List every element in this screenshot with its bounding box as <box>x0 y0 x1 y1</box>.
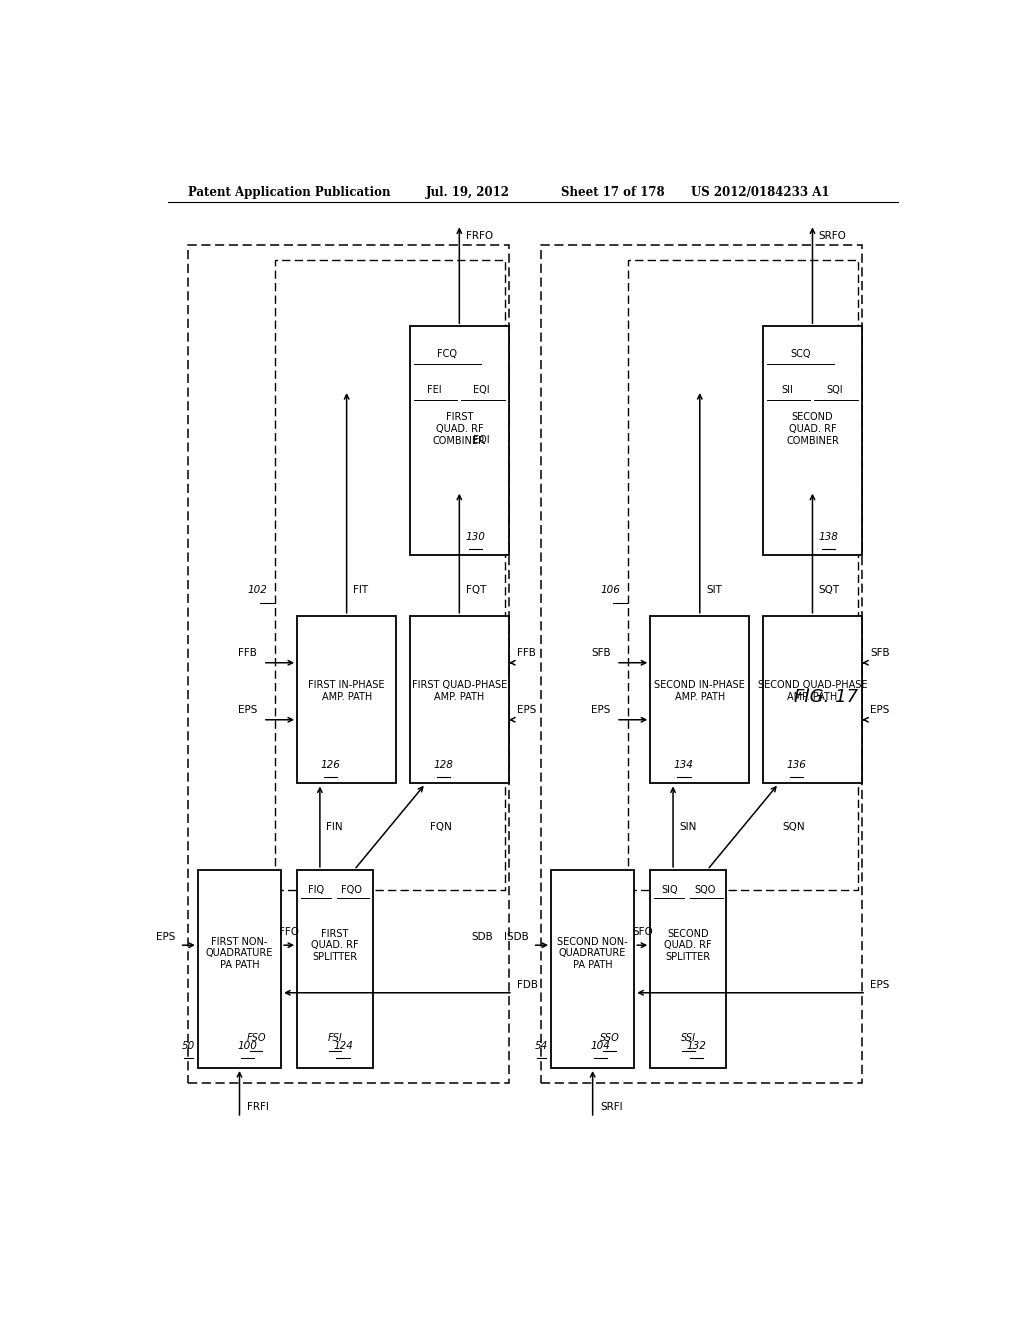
Bar <box>650 615 750 784</box>
Text: 134: 134 <box>674 760 694 770</box>
Text: SECOND
QUAD. RF
COMBINER: SECOND QUAD. RF COMBINER <box>786 412 839 446</box>
Text: SII: SII <box>781 385 794 395</box>
Text: 124: 124 <box>333 1040 353 1051</box>
Bar <box>297 615 396 784</box>
Text: FFO: FFO <box>280 927 299 937</box>
Text: EPS: EPS <box>870 705 890 714</box>
Bar <box>410 615 509 784</box>
Text: EPS: EPS <box>157 932 176 942</box>
Bar <box>297 870 373 1068</box>
Text: SSI: SSI <box>681 1034 695 1043</box>
Text: 100: 100 <box>238 1040 257 1051</box>
Text: SCQ: SCQ <box>791 348 811 359</box>
Text: SIQ: SIQ <box>660 886 678 895</box>
Text: SFO: SFO <box>632 927 652 937</box>
Text: 136: 136 <box>786 760 807 770</box>
Text: SECOND IN-PHASE
AMP. PATH: SECOND IN-PHASE AMP. PATH <box>654 680 745 702</box>
Text: SRFI: SRFI <box>601 1102 624 1111</box>
Bar <box>187 244 509 1084</box>
Text: US 2012/0184233 A1: US 2012/0184233 A1 <box>691 186 830 199</box>
Text: FFB: FFB <box>239 648 257 657</box>
Text: SECOND QUAD-PHASE
AMP. PATH: SECOND QUAD-PHASE AMP. PATH <box>758 680 867 702</box>
Bar <box>650 870 726 1068</box>
Text: 130: 130 <box>465 532 485 541</box>
Bar <box>198 870 282 1068</box>
Text: SIT: SIT <box>707 585 722 595</box>
Text: 138: 138 <box>818 532 839 541</box>
Text: 106: 106 <box>600 585 620 595</box>
Text: SFB: SFB <box>870 648 890 657</box>
Text: ISDB: ISDB <box>504 932 528 942</box>
Bar <box>274 260 505 890</box>
Text: SQN: SQN <box>782 821 805 832</box>
Text: EPS: EPS <box>591 705 610 714</box>
Text: FFB: FFB <box>517 648 536 657</box>
Text: 50: 50 <box>181 1040 195 1051</box>
Text: FRFO: FRFO <box>466 231 493 240</box>
Text: SQI: SQI <box>826 385 843 395</box>
Text: FEI: FEI <box>427 385 441 395</box>
Text: FRFI: FRFI <box>248 1102 269 1111</box>
Bar <box>410 326 509 554</box>
Text: FSO: FSO <box>247 1034 266 1043</box>
Text: FIRST IN-PHASE
AMP. PATH: FIRST IN-PHASE AMP. PATH <box>308 680 385 702</box>
Text: Sheet 17 of 178: Sheet 17 of 178 <box>560 186 665 199</box>
Text: FIRST
QUAD. RF
SPLITTER: FIRST QUAD. RF SPLITTER <box>311 928 359 962</box>
Bar <box>551 870 634 1068</box>
Text: FIN: FIN <box>327 821 343 832</box>
Text: 126: 126 <box>321 760 341 770</box>
Text: SRFO: SRFO <box>819 231 847 240</box>
Text: SFB: SFB <box>591 648 610 657</box>
Text: FQN: FQN <box>430 821 452 832</box>
Text: SSO: SSO <box>599 1034 620 1043</box>
Text: FIRST
QUAD. RF
COMBINER: FIRST QUAD. RF COMBINER <box>433 412 485 446</box>
Text: FIT: FIT <box>353 585 368 595</box>
Text: SDB: SDB <box>471 932 494 942</box>
Text: 104: 104 <box>591 1040 610 1051</box>
Bar <box>628 260 858 890</box>
Text: FCQ: FCQ <box>437 348 458 359</box>
Text: FQT: FQT <box>466 585 486 595</box>
Text: 132: 132 <box>686 1040 707 1051</box>
Text: FDB: FDB <box>517 979 538 990</box>
Text: EQI: EQI <box>473 385 489 395</box>
Text: SECOND NON-
QUADRATURE
PA PATH: SECOND NON- QUADRATURE PA PATH <box>557 936 628 970</box>
Text: EQI: EQI <box>473 436 489 445</box>
Text: Patent Application Publication: Patent Application Publication <box>187 186 390 199</box>
Text: FSI: FSI <box>328 1034 342 1043</box>
Text: FIRST NON-
QUADRATURE
PA PATH: FIRST NON- QUADRATURE PA PATH <box>206 936 273 970</box>
Text: 128: 128 <box>433 760 454 770</box>
Text: SQO: SQO <box>694 886 716 895</box>
Bar <box>763 326 862 554</box>
Text: EPS: EPS <box>238 705 257 714</box>
Text: FIG. 17: FIG. 17 <box>795 688 858 706</box>
Text: FIQ: FIQ <box>308 886 325 895</box>
Text: 54: 54 <box>535 1040 548 1051</box>
Text: EPS: EPS <box>870 979 890 990</box>
Text: FIRST QUAD-PHASE
AMP. PATH: FIRST QUAD-PHASE AMP. PATH <box>412 680 507 702</box>
Bar <box>763 615 862 784</box>
Text: SIN: SIN <box>679 821 696 832</box>
Text: SQT: SQT <box>819 585 840 595</box>
Text: EPS: EPS <box>517 705 537 714</box>
Bar <box>541 244 862 1084</box>
Text: Jul. 19, 2012: Jul. 19, 2012 <box>426 186 510 199</box>
Text: 102: 102 <box>247 585 267 595</box>
Text: SECOND
QUAD. RF
SPLITTER: SECOND QUAD. RF SPLITTER <box>665 928 712 962</box>
Text: FQO: FQO <box>341 886 362 895</box>
